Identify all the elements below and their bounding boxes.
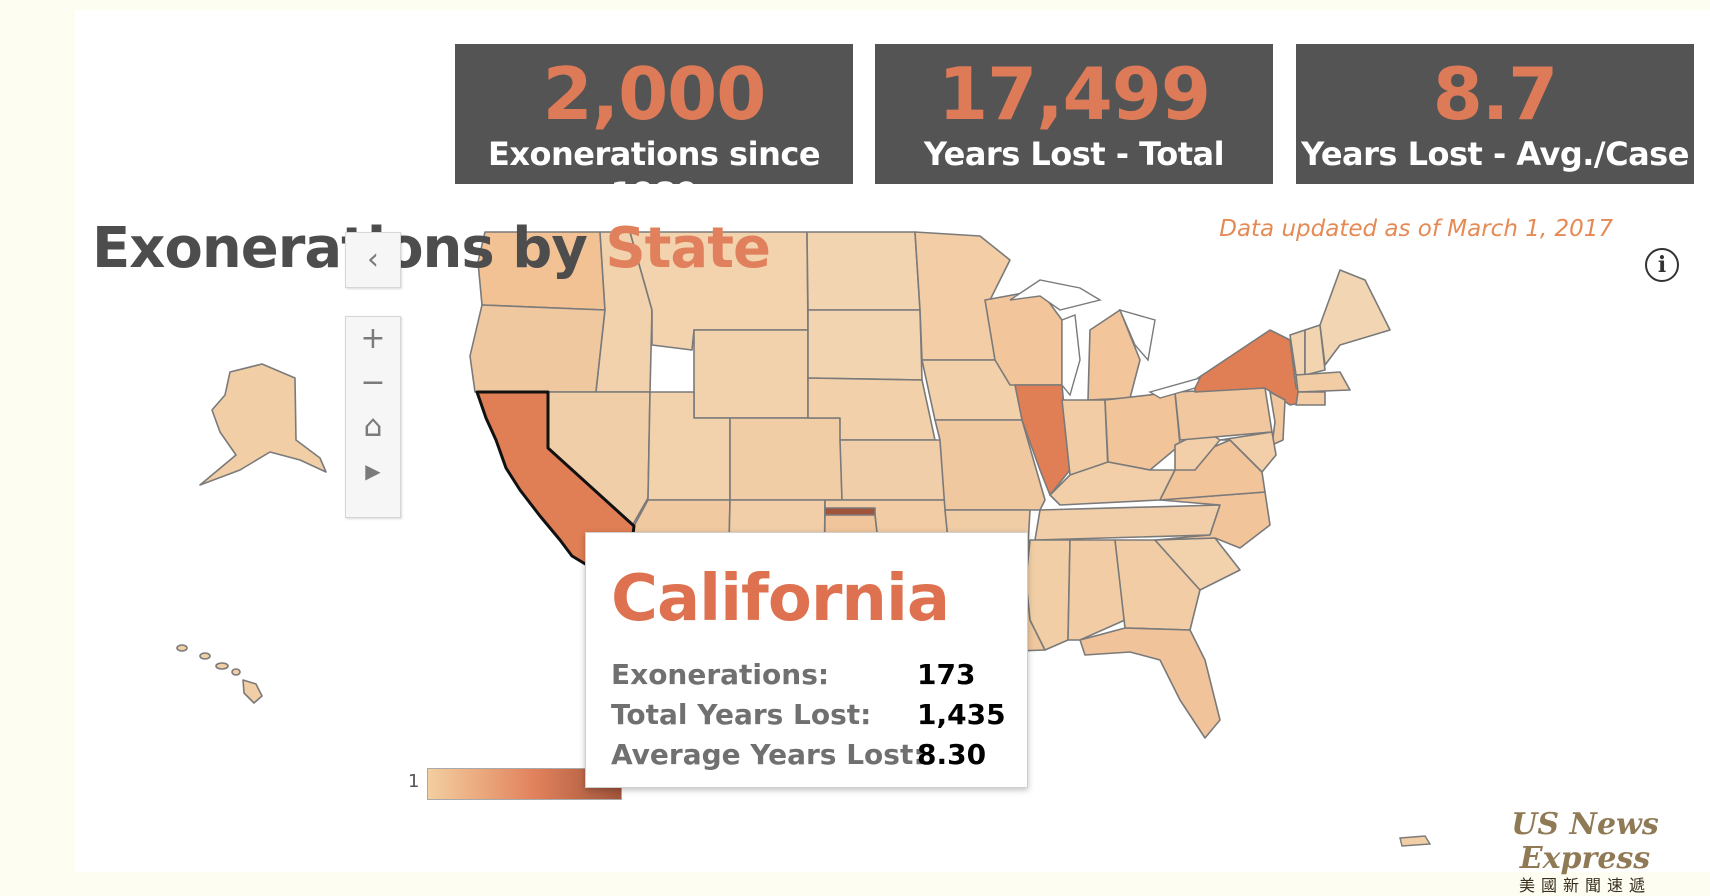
tooltip-exonerations-value: 173	[917, 658, 976, 691]
state-colorado[interactable]	[729, 417, 843, 501]
state-ohio[interactable]	[1104, 391, 1181, 471]
state-pennsylvania[interactable]	[1174, 387, 1273, 441]
tooltip-state-name: California	[611, 562, 950, 636]
state-maine[interactable]	[1319, 269, 1391, 366]
stat-exonerations: 2,000 Exonerations since 1989	[455, 44, 853, 213]
brand-watermark: US News Express 美國新聞速遞	[1465, 808, 1705, 896]
puerto-rico[interactable]	[1399, 835, 1432, 847]
map-back-toolbar: ‹	[345, 232, 401, 288]
state-new-hampshire[interactable]	[1304, 324, 1326, 376]
brand-main-text: US News Express	[1511, 807, 1659, 876]
legend-min-label: 1	[408, 771, 420, 792]
stat-exonerations-value: 2,000	[542, 52, 767, 136]
tooltip-average-years-lost-value: 8.30	[917, 738, 987, 771]
state-south-dakota[interactable]	[807, 309, 923, 381]
map-zoom-toolbar: + − ⌂ ▶	[345, 316, 401, 518]
state-oregon[interactable]	[469, 304, 606, 393]
stat-years-lost-total: 17,499 Years Lost - Total	[875, 44, 1273, 184]
lake-erie	[1148, 376, 1202, 399]
state-connecticut[interactable]	[1295, 391, 1326, 406]
map-title-highlight: State	[605, 216, 771, 281]
tooltip-exonerations-label: Exonerations:	[611, 658, 830, 691]
state-tennessee[interactable]	[1034, 504, 1221, 541]
stat-years-lost-total-label: Years Lost - Total	[923, 135, 1225, 173]
tooltip-row-average-years-lost: Average Years Lost: 8.30	[611, 737, 986, 773]
data-updated-note: Data updated as of March 1, 2017	[1219, 216, 1613, 242]
state-kentucky[interactable]	[1049, 461, 1176, 506]
state-georgia[interactable]	[1114, 539, 1201, 631]
state-tooltip: California Exonerations: 173 Total Years…	[585, 532, 1028, 788]
stat-years-lost-total-value: 17,499	[938, 52, 1211, 136]
zoom-out-button[interactable]: −	[360, 365, 386, 400]
info-icon[interactable]: i	[1645, 248, 1679, 282]
state-north-dakota[interactable]	[806, 231, 921, 311]
lake-michigan	[1061, 314, 1081, 397]
state-kansas[interactable]	[839, 439, 946, 501]
zoom-in-button[interactable]: +	[360, 321, 386, 356]
state-california[interactable]	[475, 390, 636, 570]
stat-years-lost-avg-label: Years Lost - Avg./Case	[1301, 135, 1689, 173]
lake-superior	[1009, 279, 1102, 311]
map-title-prefix: Exonerations by	[92, 216, 588, 281]
play-icon[interactable]: ▶	[365, 459, 381, 483]
tooltip-total-years-lost-label: Total Years Lost:	[611, 698, 872, 731]
stat-years-lost-avg: 8.7 Years Lost - Avg./Case	[1296, 44, 1694, 184]
map-title: Exonerations by State	[92, 214, 771, 284]
tooltip-total-years-lost-value: 1,435	[917, 698, 1006, 731]
state-hawaii[interactable]	[176, 644, 263, 704]
stat-years-lost-avg-value: 8.7	[1432, 52, 1559, 136]
state-wyoming[interactable]	[693, 329, 809, 419]
stat-exonerations-label: Exonerations since 1989	[487, 135, 821, 213]
tooltip-row-total-years-lost: Total Years Lost: 1,435	[611, 697, 1006, 733]
back-button[interactable]: ‹	[367, 242, 379, 277]
state-new-jersey[interactable]	[1269, 391, 1286, 446]
state-alaska[interactable]	[199, 363, 327, 486]
tooltip-average-years-lost-label: Average Years Lost:	[611, 738, 925, 771]
home-icon[interactable]: ⌂	[363, 409, 383, 444]
tooltip-row-exonerations: Exonerations: 173	[611, 657, 975, 693]
state-massachusetts[interactable]	[1295, 371, 1351, 393]
state-maryland[interactable]	[1219, 431, 1277, 473]
state-alabama[interactable]	[1067, 539, 1126, 641]
state-florida[interactable]	[1079, 627, 1221, 739]
state-michigan[interactable]	[1087, 309, 1141, 401]
brand-sub-text: 美國新聞速遞	[1518, 876, 1651, 895]
lake-huron	[1118, 308, 1156, 362]
state-north-carolina[interactable]	[1154, 491, 1271, 549]
